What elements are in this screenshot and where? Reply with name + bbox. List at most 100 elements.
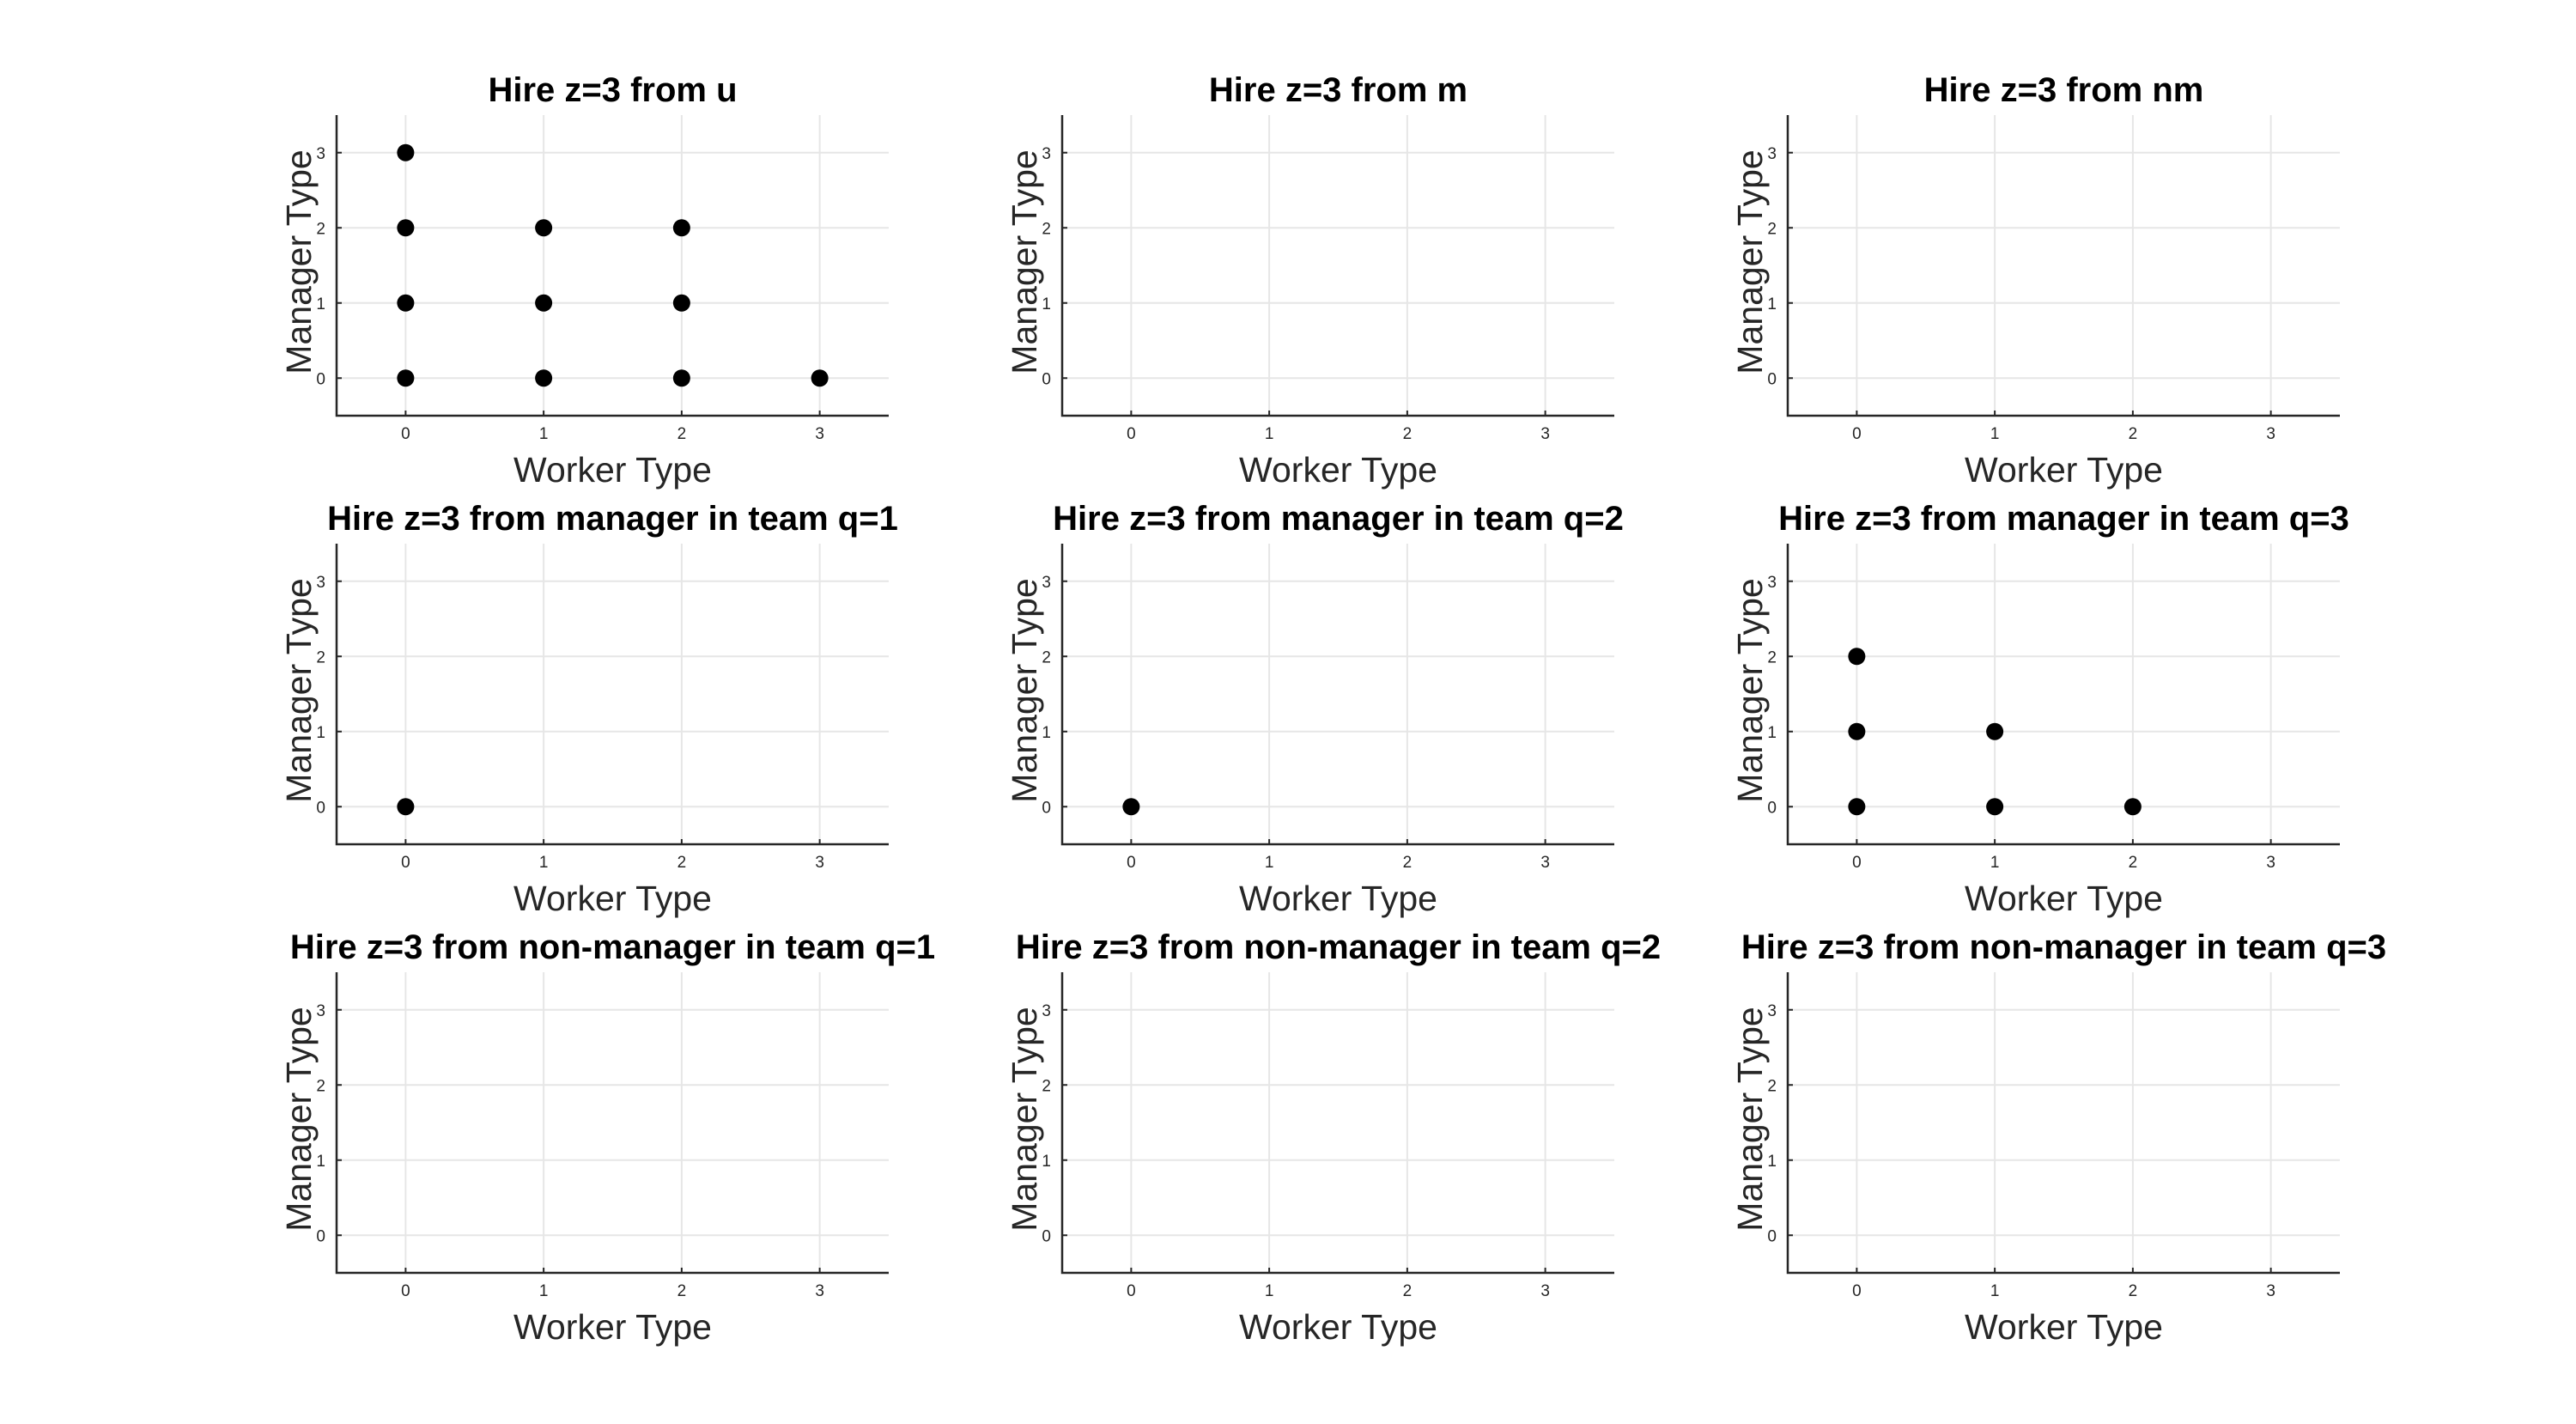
x-tick-label: 0	[1852, 854, 1862, 872]
subplot-8: 0 1 2 3 0 1 2 3 Hire z=3 from non-manager in tea…	[1005, 928, 1661, 1347]
data-point	[1986, 722, 2004, 740]
x-tick-label: 2	[677, 1282, 687, 1300]
y-tick-label: 0	[1767, 1227, 1777, 1245]
y-axis-label: Manager Type	[1730, 149, 1770, 374]
x-axis-label: Worker Type	[1965, 450, 2163, 490]
axes-frame	[335, 972, 889, 1275]
x-tick-label: 0	[401, 425, 410, 443]
y-tick-label: 2	[1042, 648, 1051, 666]
data-point	[397, 798, 415, 816]
axes-frame	[335, 115, 889, 417]
data-point	[535, 369, 553, 387]
data-point	[397, 294, 415, 312]
x-axis-label: Worker Type	[1239, 1307, 1437, 1347]
x-tick-label: 1	[1265, 425, 1274, 443]
x-tick-label: 1	[1990, 1282, 2000, 1300]
y-axis-label: Manager Type	[1005, 1007, 1044, 1231]
y-tick-label: 2	[316, 1077, 325, 1095]
y-tick-label: 3	[316, 574, 325, 592]
data-point	[672, 294, 690, 312]
data-point	[811, 369, 829, 387]
y-tick-label: 3	[1042, 1002, 1051, 1020]
data-point	[1122, 798, 1140, 816]
x-axis-label: Worker Type	[513, 879, 712, 918]
axes-frame	[1786, 972, 2340, 1275]
y-tick-label: 1	[316, 724, 325, 742]
data-point	[1848, 722, 1866, 740]
y-tick-label: 0	[316, 370, 325, 388]
y-tick-label: 1	[1767, 724, 1777, 742]
y-tick-label: 0	[1042, 799, 1051, 817]
x-tick-label: 1	[1990, 425, 2000, 443]
y-tick-label: 1	[1042, 295, 1051, 313]
subplot-3: 0 1 2 3 0 1 2 3 Hire z=3 from nm Worker Type Manag…	[1730, 71, 2340, 490]
x-tick-label: 0	[1127, 425, 1136, 443]
y-tick-label: 2	[1042, 220, 1051, 238]
y-tick-label: 1	[316, 1153, 325, 1171]
panel-title: Hire z=3 from u	[488, 71, 737, 109]
axes-frame	[1786, 115, 2340, 417]
x-tick-label: 0	[1852, 1282, 1862, 1300]
y-tick-label: 0	[316, 1227, 325, 1245]
panel-title: Hire z=3 from nm	[1924, 71, 2204, 109]
data-point	[672, 369, 690, 387]
panel-title: Hire z=3 from manager in team q=3	[1778, 500, 2349, 538]
x-tick-label: 1	[539, 1282, 549, 1300]
x-tick-label: 3	[2266, 425, 2275, 443]
x-tick-label: 2	[2129, 425, 2138, 443]
x-tick-label: 1	[1265, 1282, 1274, 1300]
x-axis-label: Worker Type	[1239, 450, 1437, 490]
panel-title: Hire z=3 from manager in team q=1	[327, 500, 898, 538]
y-tick-label: 2	[1767, 220, 1777, 238]
y-tick-label: 1	[1767, 295, 1777, 313]
x-tick-label: 2	[2129, 1282, 2138, 1300]
x-tick-label: 3	[1540, 1282, 1550, 1300]
axes-frame	[1060, 544, 1614, 846]
panel-title: Hire z=3 from m	[1209, 71, 1467, 109]
y-tick-label: 2	[316, 648, 325, 666]
subplot-6: 0 1 2 3 0 1 2 3 Hire z=3 from manager in team q=…	[1730, 500, 2349, 918]
panel-title: Hire z=3 from manager in team q=2	[1053, 500, 1624, 538]
y-tick-label: 1	[1767, 1153, 1777, 1171]
y-tick-label: 1	[1042, 1153, 1051, 1171]
x-tick-label: 3	[815, 854, 824, 872]
subplot-7: 0 1 2 3 0 1 2 3 Hire z=3 from non-manager in tea…	[279, 928, 935, 1347]
data-point	[672, 219, 690, 237]
x-tick-label: 3	[815, 1282, 824, 1300]
x-tick-label: 0	[401, 854, 410, 872]
axes-frame	[1786, 544, 2340, 846]
x-tick-label: 1	[539, 854, 549, 872]
x-tick-label: 2	[677, 425, 687, 443]
y-tick-label: 2	[1767, 1077, 1777, 1095]
y-tick-label: 0	[1767, 370, 1777, 388]
x-tick-label: 3	[2266, 854, 2275, 872]
x-tick-label: 1	[1990, 854, 2000, 872]
y-axis-label: Manager Type	[279, 1007, 319, 1231]
x-tick-label: 0	[1852, 425, 1862, 443]
y-axis-label: Manager Type	[1005, 578, 1044, 802]
subplot-4: 0 1 2 3 0 1 2 3 Hire z=3 from manager in team q=…	[279, 500, 898, 918]
x-axis-label: Worker Type	[513, 1307, 712, 1347]
subplot-9: 0 1 2 3 0 1 2 3 Hire z=3 from non-manager in tea…	[1730, 928, 2386, 1347]
data-point	[1848, 648, 1866, 666]
data-point	[1848, 798, 1866, 816]
x-tick-label: 2	[2129, 854, 2138, 872]
subplot-5: 0 1 2 3 0 1 2 3 Hire z=3 from manager in team q=…	[1005, 500, 1624, 918]
subplot-2: 0 1 2 3 0 1 2 3 Hire z=3 from m Worker Type Manage…	[1005, 71, 1614, 490]
data-point	[397, 143, 415, 161]
x-tick-label: 2	[677, 854, 687, 872]
y-tick-label: 3	[316, 145, 325, 163]
x-tick-label: 0	[1127, 1282, 1136, 1300]
x-tick-label: 0	[1127, 854, 1136, 872]
panel-title: Hire z=3 from non-manager in team q=3	[1741, 928, 2386, 966]
x-tick-label: 3	[815, 425, 824, 443]
axes-frame	[1060, 115, 1614, 417]
y-tick-label: 0	[1042, 370, 1051, 388]
y-tick-label: 3	[316, 1002, 325, 1020]
x-axis-label: Worker Type	[1965, 1307, 2163, 1347]
x-tick-label: 2	[1403, 854, 1413, 872]
x-axis-label: Worker Type	[513, 450, 712, 490]
y-tick-label: 0	[316, 799, 325, 817]
axes-frame	[1060, 972, 1614, 1275]
